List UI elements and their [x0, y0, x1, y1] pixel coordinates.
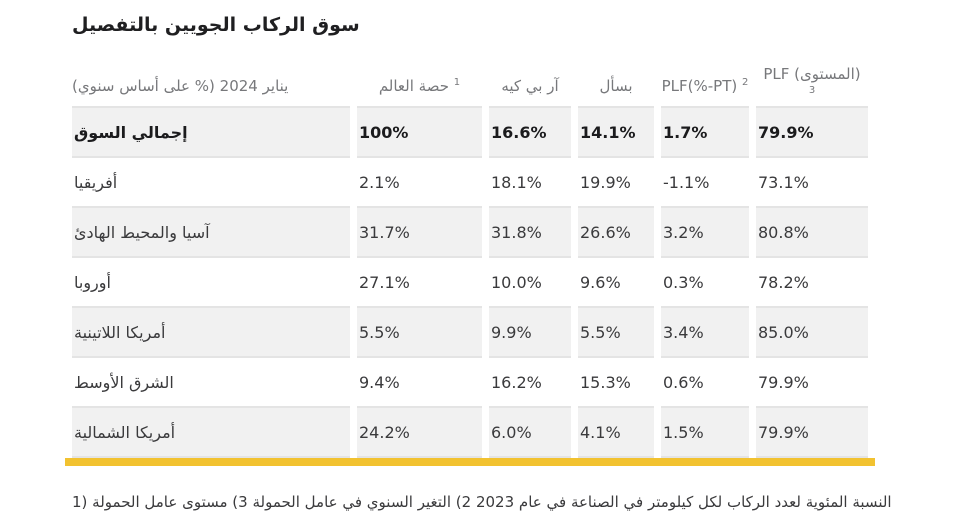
- value-cell: 10.0%: [489, 256, 571, 306]
- table-row: أوروبا 27.1% 10.0% 9.6% 0.3% 78.2%: [72, 256, 868, 306]
- value-cell: 73.1%: [756, 156, 868, 206]
- footnote: 1) النسبة المئوية لعدد الركاب لكل كيلومت…: [72, 493, 892, 511]
- value-cell: 31.8%: [489, 206, 571, 256]
- value-cell: 16.6%: [489, 106, 571, 156]
- region-label-cell: الشرق الأوسط: [72, 356, 350, 406]
- report-page: سوق الركاب الجويين بالتفصيل يناير 2024 (…: [65, 0, 955, 518]
- value-cell: 15.3%: [578, 356, 654, 406]
- table-body: إجمالي السوق 100% 16.6% 14.1% 1.7% 79.9% أفريق…: [72, 106, 868, 458]
- region-label-cell: أفريقيا: [72, 156, 350, 206]
- table-row: إجمالي السوق 100% 16.6% 14.1% 1.7% 79.9%: [72, 106, 868, 156]
- value-cell: 6.0%: [489, 406, 571, 458]
- value-cell: 3.4%: [661, 306, 749, 356]
- value-cell: 1.7%: [661, 106, 749, 156]
- value-cell: 19.9%: [578, 156, 654, 206]
- region-label-cell: أمريكا الشمالية: [72, 406, 350, 458]
- value-cell: -1.1%: [661, 156, 749, 206]
- table-row: أمريكا اللاتينية 5.5% 9.9% 5.5% 3.4% 85.0%: [72, 306, 868, 356]
- table-row: أمريكا الشمالية 24.2% 6.0% 4.1% 1.5% 79.9%: [72, 406, 868, 458]
- table-row: أفريقيا 2.1% 18.1% 19.9% -1.1% 73.1%: [72, 156, 868, 206]
- column-header-ask: بسأل: [599, 77, 633, 96]
- value-cell: 16.2%: [489, 356, 571, 406]
- value-cell: 85.0%: [756, 306, 868, 356]
- value-cell: 80.8%: [756, 206, 868, 256]
- column-header-world-share: 1 حصة العالم: [378, 77, 461, 96]
- value-cell: 26.6%: [578, 206, 654, 256]
- value-cell: 0.3%: [661, 256, 749, 306]
- region-label-cell: أمريكا اللاتينية: [72, 306, 350, 356]
- column-header-plf-pt: PLF(%-PT) 2: [661, 77, 749, 96]
- value-cell: 5.5%: [357, 306, 482, 356]
- column-header-period: يناير 2024 (% على أساس سنوي): [72, 77, 289, 96]
- value-cell: 14.1%: [578, 106, 654, 156]
- value-cell: 4.1%: [578, 406, 654, 458]
- table-row: آسيا والمحيط الهادئ 31.7% 31.8% 26.6% 3.2% 80…: [72, 206, 868, 256]
- value-cell: 78.2%: [756, 256, 868, 306]
- value-cell: 18.1%: [489, 156, 571, 206]
- value-cell: 9.4%: [357, 356, 482, 406]
- table-row: الشرق الأوسط 9.4% 16.2% 15.3% 0.6% 79.9%: [72, 356, 868, 406]
- value-cell: 27.1%: [357, 256, 482, 306]
- market-table: يناير 2024 (% على أساس سنوي) 1 حصة العال…: [65, 54, 875, 466]
- value-cell: 9.9%: [489, 306, 571, 356]
- value-cell: 9.6%: [578, 256, 654, 306]
- value-cell: 0.6%: [661, 356, 749, 406]
- table-header-row: يناير 2024 (% على أساس سنوي) 1 حصة العال…: [72, 54, 868, 106]
- column-header-plf-level: PLF (المستوى) 3: [763, 65, 861, 96]
- value-cell: 79.9%: [756, 356, 868, 406]
- page-title: سوق الركاب الجويين بالتفصيل: [72, 14, 360, 36]
- value-cell: 79.9%: [756, 106, 868, 156]
- region-label-cell: آسيا والمحيط الهادئ: [72, 206, 350, 256]
- value-cell: 2.1%: [357, 156, 482, 206]
- region-label-cell: إجمالي السوق: [72, 106, 350, 156]
- value-cell: 100%: [357, 106, 482, 156]
- value-cell: 3.2%: [661, 206, 749, 256]
- value-cell: 31.7%: [357, 206, 482, 256]
- region-label-cell: أوروبا: [72, 256, 350, 306]
- value-cell: 24.2%: [357, 406, 482, 458]
- value-cell: 1.5%: [661, 406, 749, 458]
- column-header-rpk: آر بي كيه: [501, 77, 559, 96]
- value-cell: 5.5%: [578, 306, 654, 356]
- value-cell: 79.9%: [756, 406, 868, 458]
